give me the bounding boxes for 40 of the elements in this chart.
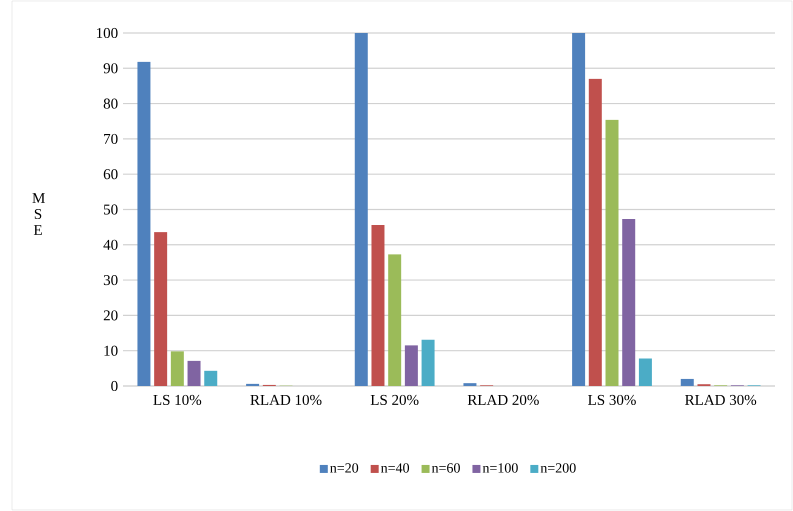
bar — [354, 32, 368, 386]
bar — [422, 340, 435, 386]
legend-label: n=60 — [432, 463, 460, 473]
y-tick-label: 80 — [104, 98, 118, 109]
x-tick-label: RLAD 20% — [468, 394, 539, 406]
bar — [137, 62, 150, 386]
bar — [638, 358, 652, 386]
legend-label: n=200 — [540, 463, 576, 473]
x-tick-label: RLAD 30% — [685, 394, 756, 406]
y-tick-label: 30 — [104, 275, 118, 286]
y-tick-label: 40 — [103, 240, 118, 250]
bar — [572, 32, 586, 386]
legend-label: n=40 — [381, 463, 410, 473]
bar — [170, 351, 184, 386]
legend-label: n=100 — [482, 463, 518, 473]
bar — [463, 383, 476, 386]
bar — [680, 378, 694, 386]
x-tick-label: LS 20% — [370, 394, 419, 406]
y-tick-label: 100 — [96, 28, 118, 38]
x-tick-label: LS 10% — [153, 394, 202, 406]
y-axis-title: M S E — [32, 193, 45, 235]
y-tick-label: 70 — [104, 134, 118, 144]
y-tick-label: 60 — [104, 169, 118, 180]
y-tick-label: 90 — [104, 63, 118, 74]
y-tick-label: 20 — [104, 310, 118, 320]
bar — [388, 254, 402, 386]
bar — [204, 370, 218, 386]
x-tick-label: RLAD 10% — [250, 394, 322, 406]
bar — [606, 120, 619, 386]
bar — [154, 232, 168, 386]
y-tick-label: 10 — [104, 346, 118, 356]
bar — [188, 360, 201, 386]
bar — [588, 78, 602, 386]
bar — [404, 345, 418, 386]
y-tick-label: 0 — [111, 380, 118, 392]
bar — [371, 225, 384, 386]
legend-label: n=20 — [330, 463, 358, 473]
bar — [622, 219, 636, 386]
y-tick-label: 50 — [104, 204, 118, 215]
x-tick-label: LS 30% — [588, 394, 636, 406]
